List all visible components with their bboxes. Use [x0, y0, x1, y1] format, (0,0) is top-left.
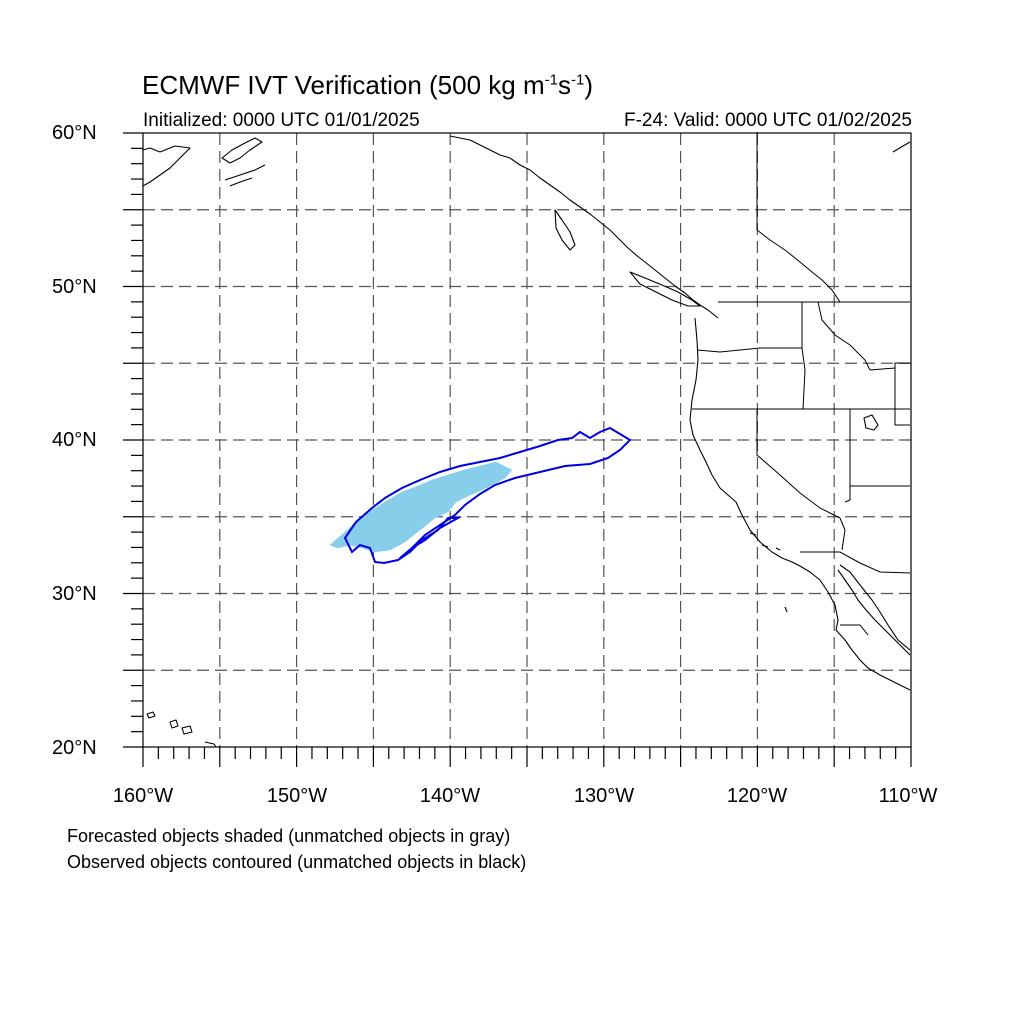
lat-label-50n: 50°N	[52, 276, 97, 298]
lat-label-60n: 60°N	[52, 122, 97, 144]
haida-gwaii	[554, 209, 576, 251]
coastlines	[142, 135, 911, 748]
panhandle-coast	[449, 135, 637, 256]
wy-co-border	[894, 363, 910, 426]
great-salt-lake	[863, 414, 879, 431]
plot-title: ECMWF IVT Verification (500 kg m-1s-1)	[142, 70, 593, 100]
nv-ut-border	[844, 409, 851, 503]
wa-or-border	[696, 347, 802, 353]
lat-label-20n: 20°N	[52, 737, 97, 759]
lon-label-110w: 110°W	[878, 785, 938, 807]
bc-coast	[635, 254, 719, 319]
gulf-california	[837, 569, 911, 656]
ca-nv-border	[756, 409, 841, 519]
forecast-ivt-object	[329, 461, 513, 553]
lat-label-30n: 30°N	[52, 583, 97, 605]
us-mexico-border	[800, 551, 911, 574]
az-border	[839, 517, 846, 551]
lon-label-150w: 150°W	[266, 785, 328, 807]
hawaii-islands	[146, 711, 217, 748]
axis-ticks	[123, 132, 912, 767]
baja-mexico-border	[840, 624, 869, 636]
political-borders	[692, 132, 911, 636]
footnote-forecast: Forecasted objects shaded (unmatched obj…	[67, 826, 511, 846]
hudson-area	[892, 141, 911, 153]
mainland-mexico-coast	[839, 564, 911, 651]
lon-label-160w: 160°W	[112, 785, 174, 807]
vancouver-island	[629, 271, 701, 307]
lon-label-140w: 140°W	[419, 785, 481, 807]
lon-label-120w: 120°W	[726, 785, 788, 807]
footnote-observed: Observed objects contoured (unmatched ob…	[67, 852, 527, 872]
alaska-coast-2	[221, 137, 263, 164]
us-west-coast	[689, 317, 839, 631]
channel-islands	[749, 532, 788, 613]
mt-id-border	[817, 301, 871, 371]
grid-lines	[143, 133, 911, 747]
init-time-label: Initialized: 0000 UTC 01/01/2025	[143, 110, 420, 131]
idaho-border	[801, 302, 806, 410]
wy-border	[869, 362, 910, 371]
baja-coast	[835, 629, 911, 691]
bc-alberta-border	[756, 229, 841, 303]
alaska-coast	[142, 145, 191, 187]
alaska-islands	[224, 164, 266, 187]
lon-label-130w: 130°W	[573, 785, 635, 807]
map-frame	[142, 132, 912, 748]
valid-time-label: F-24: Valid: 0000 UTC 01/02/2025	[624, 110, 912, 131]
lat-label-40n: 40°N	[52, 429, 97, 451]
observed-ivt-contour	[343, 426, 632, 565]
